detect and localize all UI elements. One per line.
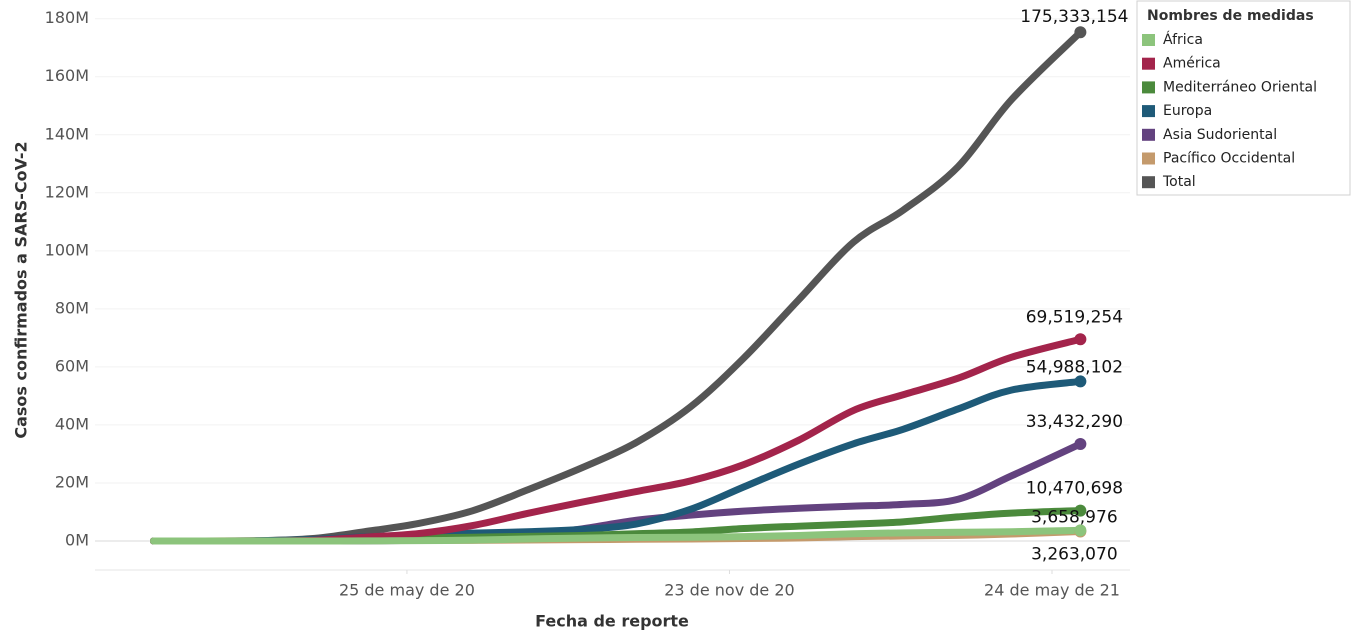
data-label: 3,658,976 <box>1031 507 1118 527</box>
legend-label: Asia Sudoriental <box>1163 127 1277 143</box>
y-tick-label: 100M <box>45 240 89 259</box>
y-tick-label: 40M <box>55 414 89 433</box>
x-axis-title: Fecha de reporte <box>535 612 689 631</box>
legend-swatch <box>1142 105 1155 118</box>
series-line <box>149 526 1084 545</box>
y-tick-label: 140M <box>45 124 89 143</box>
legend-title: Nombres de medidas <box>1147 8 1314 24</box>
y-tick-label: 60M <box>55 356 89 375</box>
grid: 0M 20M 40M 60M 80M 100M 120M 140M 160M 180M 25 de … <box>45 8 1130 600</box>
data-label: 54,988,102 <box>1026 357 1123 377</box>
y-tick-label: 160M <box>45 66 89 85</box>
y-tick-label: 120M <box>45 182 89 201</box>
end-point <box>1074 26 1087 39</box>
legend: África América Mediterráneo Oriental Europa… <box>1142 31 1317 190</box>
legend-swatch <box>1142 81 1155 94</box>
end-point <box>1074 504 1087 517</box>
legend-label: Europa <box>1163 103 1212 119</box>
legend-label: Total <box>1162 174 1196 190</box>
y-tick-label: 80M <box>55 298 89 317</box>
end-point <box>1074 333 1087 346</box>
legend-label: América <box>1163 56 1221 72</box>
plot: 175,333,154 3,263,070 33,432,290 54,988,102… <box>149 7 1128 565</box>
data-label: 175,333,154 <box>1020 7 1128 27</box>
y-tick-label: 20M <box>55 472 89 491</box>
end-point <box>1074 375 1087 388</box>
x-tick-label: 25 de may de 20 <box>339 581 475 600</box>
legend-swatch <box>1142 34 1155 46</box>
y-axis-title: Casos confirmados a SARS-CoV-2 <box>12 141 31 438</box>
x-tick-label: 24 de may de 21 <box>984 581 1120 600</box>
x-tick-label: 23 de nov de 20 <box>664 581 794 600</box>
y-tick-label: 180M <box>45 8 89 27</box>
legend-swatch <box>1142 152 1155 165</box>
y-tick-label: 0M <box>65 530 89 549</box>
legend-box <box>1136 0 1351 196</box>
data-label: 3,263,070 <box>1031 545 1118 565</box>
legend-label: África <box>1163 31 1203 48</box>
data-label: 69,519,254 <box>1026 307 1123 327</box>
legend-label: Mediterráneo Oriental <box>1163 79 1317 95</box>
end-point <box>1074 524 1087 537</box>
legend-swatch <box>1142 128 1155 141</box>
data-label: 10,470,698 <box>1026 479 1123 499</box>
legend-swatch <box>1142 57 1155 70</box>
legend-swatch <box>1142 176 1155 189</box>
legend-label: Pacífico Occidental <box>1163 151 1295 167</box>
data-label: 33,432,290 <box>1026 412 1123 432</box>
end-point <box>1074 437 1087 450</box>
